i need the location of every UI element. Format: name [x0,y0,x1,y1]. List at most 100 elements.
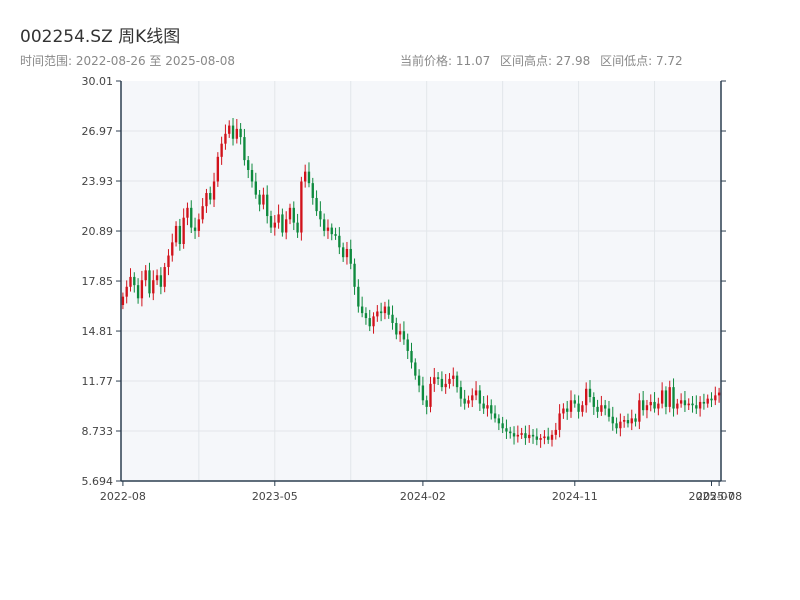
candle-body [395,322,398,335]
candle-body [471,395,474,401]
chart-title: 002254.SZ 周K线图 [20,27,181,47]
candle-body [649,401,652,406]
candle-body [330,227,333,235]
candle-body [429,383,432,407]
candle-body [144,270,147,281]
candle-body [604,405,607,409]
candle-body [406,339,409,351]
candle-body [140,280,144,299]
candle-body [710,398,713,401]
candle-body [353,263,356,287]
y-tick-label: 14.81 [82,325,114,338]
candle-body [254,181,257,195]
x-axis-ticks: 2022-08 2023-05 2024-02 2024-11 2025-072025-… [100,481,742,503]
candle-body [125,286,128,297]
candle-body [417,375,421,386]
candle-body [706,398,709,404]
candle-body [205,193,208,207]
candle-body [372,316,375,327]
candle-body [155,275,159,281]
candle-body [436,377,440,379]
candle-body [212,181,216,200]
x-tick-label: 2023-05 [252,490,298,503]
candle-body [668,387,671,407]
candle-body [387,306,390,315]
candle-body [573,400,576,404]
candle-body [326,227,330,231]
y-tick-label: 23.93 [82,175,114,188]
candle-body [129,276,132,287]
candle-body [288,207,292,220]
candle-body [581,405,584,412]
candle-body [547,436,550,440]
x-tick-label: 2024-11 [552,490,598,503]
candle-body [672,387,675,409]
candle-body [497,418,501,424]
candle-body [520,433,523,435]
x-tick-label: 2024-02 [400,490,446,503]
candle-body [474,390,478,396]
candle-body [509,431,512,434]
candle-body [285,219,288,233]
y-axis-ticks: 5.694 8.733 11.77 14.81 17.85 20.89 23.93 26.97… [82,75,726,488]
candle-body [611,416,614,424]
candle-body [273,222,276,228]
candle-body [322,219,326,231]
candle-body [448,378,451,384]
candle-body [220,143,223,157]
candle-body [478,390,482,404]
candle-body [459,387,463,399]
candle-body [296,222,299,233]
candle-body [402,331,406,340]
candle-body [702,401,706,404]
x-tick-label: 2025-08 [696,490,742,503]
candle-body [679,400,683,404]
candle-body [152,280,155,294]
candle-body [660,390,664,404]
candle-body [444,383,447,388]
candle-body [307,171,311,184]
candle-body [345,248,349,258]
candle-body [209,193,212,200]
candle-body [133,276,136,286]
candle-body [292,207,295,223]
x-tick-label: 2025-07 [689,490,735,503]
candle-body [501,423,504,429]
candle-body [562,408,565,414]
candle-body [622,420,626,422]
candle-body [250,169,254,182]
candle-body [531,434,535,437]
candle-body [585,388,588,406]
candle-body [493,413,497,419]
candle-body [600,405,603,412]
candle-body [163,267,166,287]
candle-body [228,125,231,134]
candle-body [414,362,417,376]
candle-body [304,171,307,182]
candle-body [159,275,163,287]
candle-body [410,350,413,363]
candle-body [398,331,402,335]
candle-body [558,413,561,430]
candle-body [243,137,246,161]
candle-body [148,270,151,294]
candle-body [364,313,368,319]
candle-body [550,434,554,440]
candle-body [193,227,197,231]
candle-body [577,403,580,412]
candle-body [224,133,227,144]
date-range-label: 时间范围: 2022-08-26 至 2025-08-08 [20,54,235,68]
candle-body [714,395,717,401]
candle-body [239,128,242,138]
candle-body [634,418,637,422]
candle-body [121,296,125,306]
candle-body [201,206,204,220]
y-tick-label: 11.77 [82,375,114,388]
candle-body [695,405,698,409]
candle-body [266,194,269,217]
y-tick-label: 20.89 [82,225,114,238]
y-tick-label: 26.97 [82,125,114,138]
candle-body [269,216,273,228]
candle-body [174,225,178,243]
